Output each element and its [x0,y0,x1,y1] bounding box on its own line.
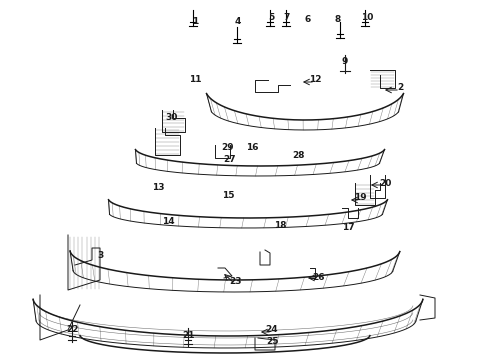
Text: 28: 28 [292,150,304,159]
Text: 8: 8 [335,15,341,24]
Text: 16: 16 [246,144,258,153]
Text: 30: 30 [166,113,178,122]
Text: 4: 4 [235,18,241,27]
Text: 21: 21 [182,330,194,339]
Text: 12: 12 [309,76,321,85]
Text: 13: 13 [152,184,164,193]
Text: 10: 10 [361,13,373,22]
Text: 25: 25 [266,338,278,346]
Text: 26: 26 [312,274,324,283]
Text: 7: 7 [284,13,290,22]
Text: 15: 15 [222,190,234,199]
Text: 18: 18 [274,220,286,230]
Text: 2: 2 [397,84,403,93]
Text: 9: 9 [342,58,348,67]
Text: 3: 3 [97,251,103,260]
Text: 1: 1 [192,18,198,27]
Text: 20: 20 [379,179,391,188]
Text: 29: 29 [221,144,234,153]
Text: 14: 14 [162,217,174,226]
Text: 11: 11 [189,76,201,85]
Text: 23: 23 [229,278,241,287]
Text: 27: 27 [224,156,236,165]
Text: 24: 24 [266,325,278,334]
Text: 5: 5 [268,13,274,22]
Text: 6: 6 [305,15,311,24]
Text: 19: 19 [354,194,367,202]
Text: 17: 17 [342,224,354,233]
Text: 22: 22 [66,325,78,334]
